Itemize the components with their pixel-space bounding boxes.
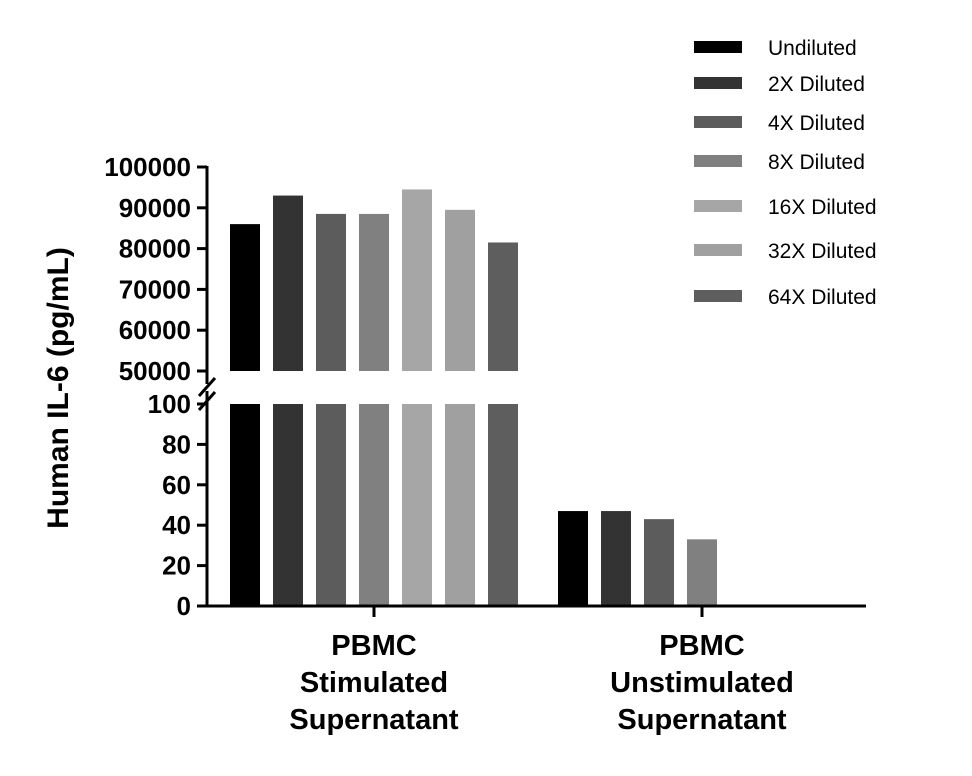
bars-layer bbox=[230, 189, 717, 606]
category-label-0-line-2: Supernatant bbox=[289, 704, 459, 736]
y-tick-label-20: 20 bbox=[162, 551, 191, 581]
legend-label-8x-diluted: 8X Diluted bbox=[768, 151, 865, 174]
legend-label-16x-diluted: 16X Diluted bbox=[768, 196, 877, 219]
legend-swatch-undiluted bbox=[694, 41, 742, 53]
category-label-1-line-2: Supernatant bbox=[617, 704, 787, 736]
axis-break-mark-upper bbox=[197, 377, 217, 397]
category-label-1-line-0: PBMC bbox=[659, 630, 744, 662]
bar-4x-diluted-group0-lower bbox=[316, 404, 346, 606]
legend-swatch-16x-diluted bbox=[694, 200, 742, 212]
bar-2x-diluted-group0-lower bbox=[273, 404, 303, 606]
bar-undiluted-group1 bbox=[558, 511, 588, 606]
legend-swatch-32x-diluted bbox=[694, 244, 742, 256]
category-label-1: PBMC Unstimulated Supernatant bbox=[610, 630, 794, 736]
bar-64x-diluted-group0-upper bbox=[488, 242, 518, 371]
legend-swatch-4x-diluted bbox=[694, 116, 742, 128]
y-tick-label-60000: 60000 bbox=[119, 315, 191, 345]
legend-label-64x-diluted: 64X Diluted bbox=[768, 286, 877, 309]
bar-8x-diluted-group0-upper bbox=[359, 213, 389, 371]
legend-label-2x-diluted: 2X Diluted bbox=[768, 73, 865, 96]
legend-label-32x-diluted: 32X Diluted bbox=[768, 240, 877, 263]
category-label-1-line-1: Unstimulated bbox=[610, 667, 794, 699]
bar-32x-diluted-group0-upper bbox=[445, 209, 475, 371]
bar-16x-diluted-group0-lower bbox=[402, 404, 432, 606]
y-tick-label-100: 100 bbox=[148, 389, 191, 419]
bar-4x-diluted-group1 bbox=[644, 519, 674, 606]
category-label-0-line-0: PBMC bbox=[331, 630, 416, 662]
bar-undiluted-group0-lower bbox=[230, 404, 260, 606]
bar-undiluted-group0-upper bbox=[230, 224, 260, 371]
y-tick-label-40: 40 bbox=[162, 510, 191, 540]
category-label-0: PBMC Stimulated Supernatant bbox=[289, 630, 459, 736]
bar-4x-diluted-group0-upper bbox=[316, 213, 346, 371]
y-tick-label-70000: 70000 bbox=[119, 274, 191, 304]
y-tick-label-90000: 90000 bbox=[119, 193, 191, 223]
y-tick-label-100000: 100000 bbox=[104, 152, 191, 182]
y-tick-label-0: 0 bbox=[177, 591, 191, 621]
category-label-0-line-1: Stimulated bbox=[300, 667, 448, 699]
y-tick-label-60: 60 bbox=[162, 470, 191, 500]
y-tick-label-80000: 80000 bbox=[119, 234, 191, 264]
y-tick-label-80: 80 bbox=[162, 429, 191, 459]
legend-swatch-8x-diluted bbox=[694, 155, 742, 167]
legend-label-4x-diluted: 4X Diluted bbox=[768, 112, 865, 135]
axis-break-mark-lower bbox=[197, 391, 217, 411]
y-axis-label: Human IL-6 (pg/mL) bbox=[42, 247, 75, 529]
category-labels-layer: PBMC Stimulated Supernatant PBMC Unstimulate… bbox=[289, 606, 794, 736]
axes-layer bbox=[197, 166, 866, 608]
legend-swatch-64x-diluted bbox=[694, 290, 742, 302]
bar-8x-diluted-group0-lower bbox=[359, 404, 389, 606]
y-tick-label-50000: 50000 bbox=[119, 356, 191, 386]
legend: Undiluted 2X Diluted 4X Diluted 8X Diluted 1… bbox=[694, 37, 877, 309]
legend-swatch-2x-diluted bbox=[694, 77, 742, 89]
bar-32x-diluted-group0-lower bbox=[445, 404, 475, 606]
bar-2x-diluted-group1 bbox=[601, 511, 631, 606]
bar-16x-diluted-group0-upper bbox=[402, 189, 432, 371]
legend-label-undiluted: Undiluted bbox=[768, 37, 857, 60]
bar-8x-diluted-group1 bbox=[687, 539, 717, 606]
bar-2x-diluted-group0-upper bbox=[273, 195, 303, 371]
bar-64x-diluted-group0-lower bbox=[488, 404, 518, 606]
